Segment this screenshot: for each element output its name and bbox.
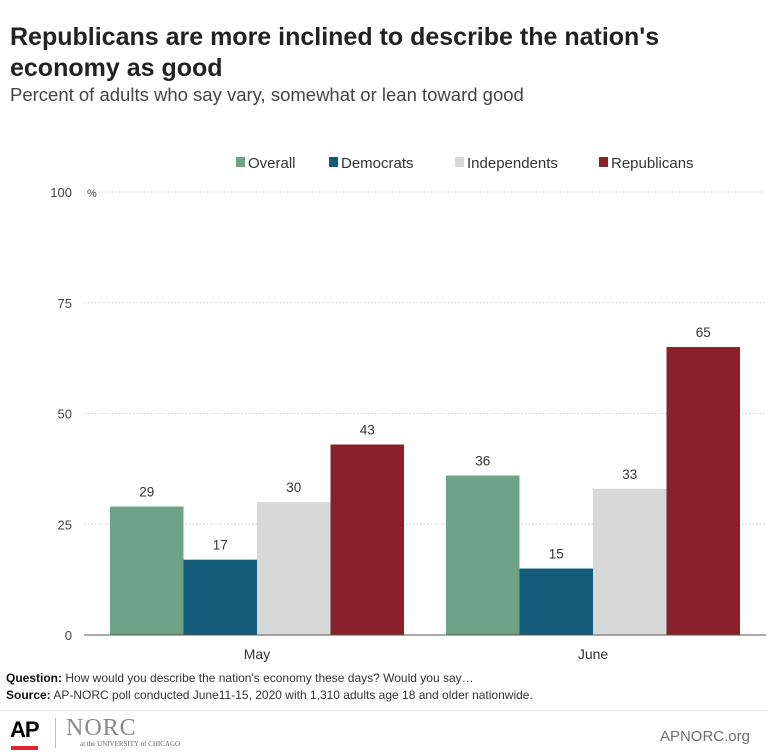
legend-label: Independents: [467, 155, 558, 172]
norc-logo-subtext: at the UNIVERSITY of CHICAGO: [80, 740, 181, 748]
x-tick-label: May: [244, 646, 270, 662]
bar-value-label: 30: [286, 480, 301, 495]
ap-logo[interactable]: AP: [10, 717, 40, 750]
question-label: Question:: [6, 671, 62, 685]
ap-logo-bar: [11, 746, 38, 750]
y-unit-label: %: [87, 188, 97, 200]
y-tick-label: 25: [58, 517, 72, 532]
bar: [183, 559, 257, 635]
logo-separator: [55, 718, 56, 748]
chart-subtitle: Percent of adults who say vary, somewhat…: [10, 84, 524, 105]
ap-logo-text: AP: [10, 717, 40, 742]
bar-value-label: 29: [139, 485, 154, 500]
chart-notes: Question: How would you describe the nat…: [6, 670, 533, 704]
norc-logo-text: NORC: [66, 715, 137, 741]
bar-chart: 0 25 50 75 100 % 29 17 30 43 May 36 15 33 65 June Overal…: [50, 155, 766, 662]
bar-value-label: 43: [360, 423, 375, 438]
bar: [110, 506, 184, 635]
legend-swatch: [236, 157, 245, 167]
bar: [593, 488, 667, 635]
bar-value-label: 33: [622, 467, 637, 482]
question-note: Question: How would you describe the nat…: [6, 670, 533, 687]
site-link[interactable]: APNORC.org: [659, 728, 750, 745]
bar-value-label: 17: [213, 538, 228, 553]
footer-divider: [0, 710, 768, 711]
source-text: AP-NORC poll conducted June11-15, 2020 w…: [53, 688, 533, 702]
legend-swatch: [329, 157, 338, 167]
legend-swatch: [455, 157, 464, 167]
y-tick-label: 100: [50, 185, 72, 200]
bar: [446, 475, 520, 635]
y-tick-label: 50: [58, 407, 72, 422]
y-tick-label: 0: [65, 628, 72, 643]
bar-value-label: 65: [696, 325, 711, 340]
bar: [666, 347, 740, 635]
y-tick-label: 75: [58, 296, 72, 311]
bar: [257, 502, 331, 635]
bar-value-label: 36: [475, 454, 490, 469]
legend-swatch: [599, 157, 608, 167]
source-label: Source:: [6, 688, 51, 702]
legend-label: Republicans: [611, 155, 694, 172]
source-note: Source: AP-NORC poll conducted June11-15…: [6, 687, 533, 704]
bar: [519, 568, 593, 635]
bar: [330, 444, 404, 635]
bar-value-label: 15: [549, 547, 564, 562]
question-text: How would you describe the nation's econ…: [65, 671, 474, 685]
legend-label: Overall: [248, 155, 296, 172]
legend-label: Democrats: [341, 155, 414, 172]
x-tick-label: June: [578, 646, 609, 662]
norc-logo[interactable]: NORC at the UNIVERSITY of CHICAGO: [66, 716, 186, 750]
chart-title: Republicans are more inclined to describ…: [10, 23, 660, 82]
